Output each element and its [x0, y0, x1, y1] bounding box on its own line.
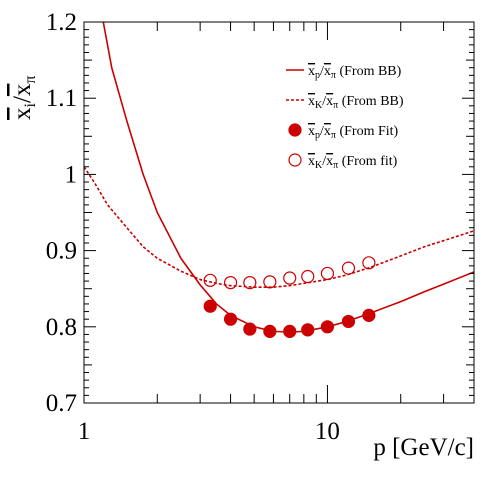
legend-num-sub: K: [315, 100, 323, 111]
y-tick-label: 1.2: [46, 9, 77, 36]
series-2-point: [263, 324, 277, 338]
series-line-1: [84, 166, 474, 288]
legend-num: x: [308, 124, 315, 139]
legend-num: x: [308, 154, 315, 169]
legend-slash: /: [322, 94, 326, 109]
legend-suffix: (From fit): [338, 154, 397, 169]
legend-item: xp/xπ (From Fit): [288, 123, 399, 141]
series-3-point: [320, 266, 335, 281]
series-2-point: [223, 312, 238, 326]
plot-layer: [84, 22, 474, 338]
legend-den: x: [326, 154, 333, 169]
series-3-point: [203, 273, 217, 287]
y-tick-label: 0.7: [46, 390, 77, 417]
series-2-point: [283, 324, 297, 338]
legend-num: x: [308, 94, 315, 109]
y-tick-label: 1: [65, 161, 78, 188]
legend-slash: /: [320, 64, 324, 79]
legend-num-sub: p: [315, 130, 320, 141]
legend-den-sub: π: [331, 130, 336, 141]
legend-slash: /: [322, 154, 326, 169]
legend-den: x: [326, 94, 333, 109]
y-axis-den-sub: π: [22, 76, 39, 84]
series-3-point: [362, 256, 376, 270]
series-3-point: [263, 275, 277, 289]
y-tick-label: 0.9: [46, 238, 77, 265]
legend-num: x: [308, 64, 315, 79]
x-tick-label: 1: [78, 418, 91, 445]
series-2-point: [362, 308, 376, 322]
legend-label: xK/xπ (From BB): [308, 94, 404, 111]
legend-den-sub: π: [331, 70, 336, 81]
series-3-point: [301, 269, 315, 284]
y-axis-title: xi/xπ: [9, 76, 39, 120]
legend-item: xK/xπ (From fit): [288, 153, 398, 171]
legend: xp/xπ (From BB)xK/xπ (From BB)xp/xπ (Fro…: [286, 64, 404, 171]
x-tick-label: 10: [315, 418, 340, 445]
series-2-point: [341, 314, 356, 329]
y-axis-num: x: [9, 107, 36, 120]
legend-marker-icon: [288, 123, 302, 137]
legend-suffix: (From Fit): [336, 124, 399, 139]
legend-suffix: (From BB): [338, 94, 404, 109]
legend-num-sub: p: [315, 70, 320, 81]
series-3-point: [223, 276, 238, 290]
legend-item: xp/xπ (From BB): [286, 64, 402, 81]
y-axis-title-text: xi/xπ: [9, 76, 39, 120]
x-axis-title: p [GeV/c]: [373, 434, 474, 461]
series-3-point: [283, 271, 297, 285]
y-tick-label: 0.8: [46, 314, 77, 341]
legend-den: x: [324, 64, 331, 79]
plot-frame: [83, 21, 475, 404]
legend-suffix: (From BB): [336, 64, 402, 79]
legend-marker-icon: [288, 153, 302, 167]
y-axis-slash: /: [9, 96, 36, 103]
legend-den: x: [324, 124, 331, 139]
y-axis-den: x: [9, 83, 36, 96]
legend-item: xK/xπ (From BB): [286, 94, 404, 111]
y-axis-num-sub: i: [22, 103, 39, 108]
series-2-point: [301, 323, 315, 337]
series-2-point: [203, 299, 217, 313]
series-3-point: [341, 261, 356, 275]
legend-den-sub: π: [333, 160, 338, 171]
legend-den-sub: π: [333, 100, 338, 111]
series-2-point: [243, 322, 257, 336]
series-3-point: [243, 276, 257, 290]
y-tick-label: 1.1: [46, 85, 77, 112]
legend-label: xK/xπ (From fit): [308, 154, 398, 171]
axis-layer: 1 100.70.80.911.11.2p [GeV/c]xi/xπ: [9, 9, 475, 461]
legend-label: xp/xπ (From Fit): [308, 124, 399, 141]
series-2-point: [320, 320, 335, 334]
legend-label: xp/xπ (From BB): [308, 64, 402, 81]
legend-slash: /: [320, 124, 324, 139]
legend-num-sub: K: [315, 160, 323, 171]
